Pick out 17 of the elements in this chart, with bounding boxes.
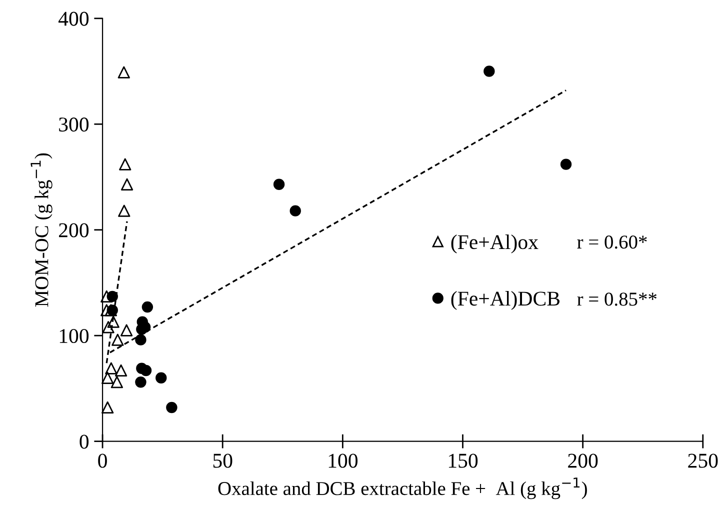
y-tick-label: 400 — [58, 12, 89, 26]
x-tick-label: 250 — [688, 454, 718, 468]
x-tick-label: 150 — [448, 454, 478, 468]
legend-label: (Fe+Al)DCB — [451, 291, 560, 310]
x-tick-label: 100 — [328, 454, 358, 468]
annotation: r = 0.60* — [577, 236, 647, 249]
y-tick-label: 300 — [59, 118, 89, 132]
y-tick-label: 100 — [60, 328, 89, 344]
y-axis-title: MOM-OC (g kg$^{−1}$) — [30, 153, 52, 307]
x-axis-title: Oxalate and DCB extractable Fe + Al (g kg$^{−1}$) — [218, 478, 587, 500]
x-tick-label: 200 — [568, 454, 598, 468]
y-tick-label: 200 — [59, 223, 89, 238]
annotation: r = 0.85** — [577, 292, 657, 306]
x-tick-label: 0 — [98, 454, 107, 468]
x-tick-label: 50 — [213, 454, 232, 468]
legend-label: (Fe+Al)ox — [451, 234, 538, 254]
y-tick-label: 0 — [80, 434, 89, 449]
